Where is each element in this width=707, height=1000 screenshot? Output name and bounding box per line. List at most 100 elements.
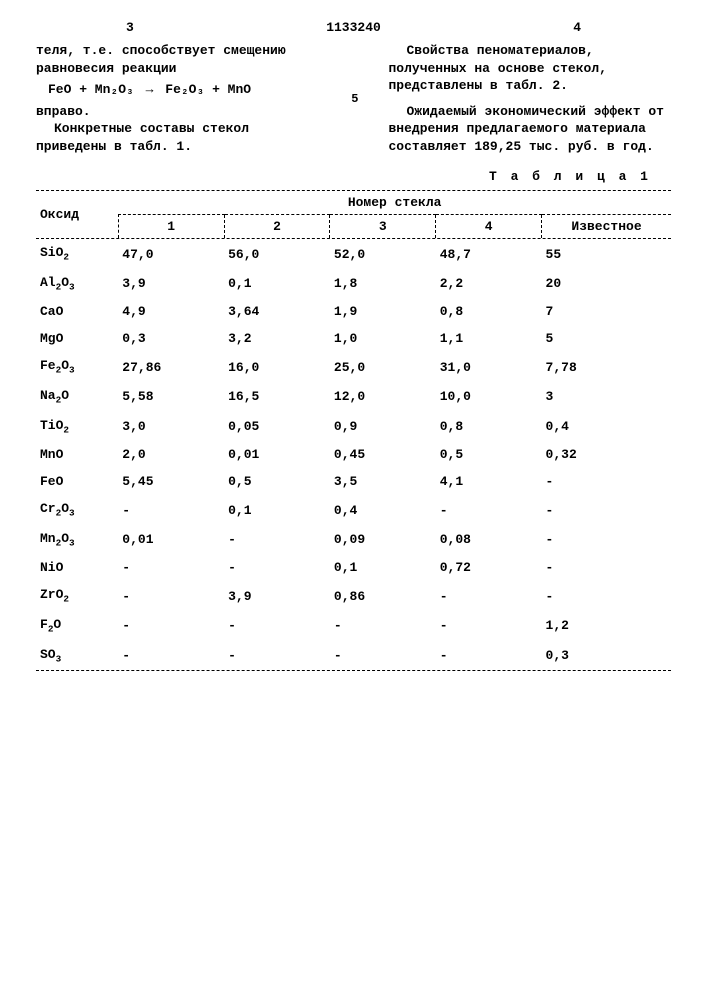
value-cell: 5 [542,325,671,352]
table-body: SiO247,056,052,048,755Al2O33,90,11,82,22… [36,239,671,670]
value-cell: 1,9 [330,298,436,325]
table-row: Al2O33,90,11,82,220 [36,269,671,299]
value-cell: 52,0 [330,239,436,269]
value-cell: 16,0 [224,352,330,382]
value-cell: - [118,611,224,641]
value-cell: 3 [542,382,671,412]
value-cell: - [118,495,224,525]
value-cell: 31,0 [436,352,542,382]
value-cell: 0,9 [330,412,436,442]
value-cell: 3,5 [330,468,436,495]
table-row: TiO23,00,050,90,80,4 [36,412,671,442]
value-cell: 3,0 [118,412,224,442]
formula-left: FeO + Mn₂O₃ [48,82,134,97]
reaction-formula: FeO + Mn₂O₃ → Fe₂O₃ + MnO [48,81,319,99]
table-row: Mn2O30,01-0,090,08- [36,525,671,555]
oxide-cell: ZrO2 [36,581,118,611]
value-cell: 1,1 [436,325,542,352]
header-col-3: 3 [330,215,436,239]
oxide-cell: Fe2O3 [36,352,118,382]
table-row: Fe2O327,8616,025,031,07,78 [36,352,671,382]
table-header-row-1: Оксид Номер стекла [36,191,671,215]
table-row: Cr2O3-0,10,4-- [36,495,671,525]
value-cell: 0,72 [436,554,542,581]
oxide-cell: MgO [36,325,118,352]
table-row: Na2O5,5816,512,010,03 [36,382,671,412]
left-para-3: Конкретные составы стекол приведены в та… [36,120,319,155]
value-cell: 0,5 [224,468,330,495]
value-cell: 0,1 [330,554,436,581]
table-row: CaO4,93,641,90,87 [36,298,671,325]
right-para-1: Свойства пеноматериалов, полученных на о… [389,42,672,95]
header-col-known: Известное [542,215,671,239]
value-cell: 0,8 [436,298,542,325]
formula-right: Fe₂O₃ + MnO [165,82,251,97]
value-cell: 3,2 [224,325,330,352]
value-cell: 1,0 [330,325,436,352]
value-cell: 3,9 [118,269,224,299]
value-cell: 7 [542,298,671,325]
value-cell: 3,64 [224,298,330,325]
text-columns: теля, т.е. способствует смещению равнове… [36,42,671,155]
value-cell: 5,45 [118,468,224,495]
value-cell: 0,4 [330,495,436,525]
value-cell: 2,2 [436,269,542,299]
value-cell: - [542,468,671,495]
page: 3 1133240 4 теля, т.е. способствует смещ… [0,0,707,1000]
value-cell: - [224,525,330,555]
arrow-icon: → [142,81,158,99]
page-number-row: 3 1133240 4 [36,20,671,38]
value-cell: 0,45 [330,441,436,468]
left-para-2: вправо. [36,103,319,121]
value-cell: 55 [542,239,671,269]
value-cell: - [118,641,224,671]
oxide-cell: CaO [36,298,118,325]
value-cell: - [436,581,542,611]
table-1: Оксид Номер стекла 1 2 3 4 Известное SiO… [36,190,671,671]
value-cell: 0,8 [436,412,542,442]
table-header-row-2: 1 2 3 4 Известное [36,215,671,239]
oxide-cell: F2O [36,611,118,641]
table-rule-bottom [36,670,671,671]
value-cell: 0,08 [436,525,542,555]
value-cell: 2,0 [118,441,224,468]
value-cell: - [436,495,542,525]
table-row: MgO0,33,21,01,15 [36,325,671,352]
oxide-cell: Cr2O3 [36,495,118,525]
oxide-cell: SiO2 [36,239,118,269]
value-cell: - [224,611,330,641]
left-para-1: теля, т.е. способствует смещению равнове… [36,42,319,77]
left-column: теля, т.е. способствует смещению равнове… [36,42,319,155]
right-para-2: Ожидаемый экономический эффект от внедре… [389,103,672,156]
header-group-label: Номер стекла [118,191,671,215]
value-cell: 1,8 [330,269,436,299]
value-cell: 25,0 [330,352,436,382]
value-cell: 0,05 [224,412,330,442]
value-cell: - [436,641,542,671]
oxide-cell: Mn2O3 [36,525,118,555]
value-cell: 1,2 [542,611,671,641]
page-number-left: 3 [126,20,134,35]
table-row: FeO5,450,53,54,1- [36,468,671,495]
value-cell: - [542,495,671,525]
right-column: Свойства пеноматериалов, полученных на о… [389,42,672,155]
value-cell: 0,3 [542,641,671,671]
value-cell: 4,1 [436,468,542,495]
value-cell: 0,86 [330,581,436,611]
header-col-4: 4 [436,215,542,239]
value-cell: 56,0 [224,239,330,269]
value-cell: 0,4 [542,412,671,442]
value-cell: 0,1 [224,495,330,525]
value-cell: 27,86 [118,352,224,382]
oxide-cell: Na2O [36,382,118,412]
table-row: F2O----1,2 [36,611,671,641]
value-cell: - [542,581,671,611]
table-row: MnO2,00,010,450,50,32 [36,441,671,468]
value-cell: - [224,641,330,671]
header-col-1: 1 [118,215,224,239]
oxide-cell: NiO [36,554,118,581]
value-cell: - [118,554,224,581]
value-cell: 20 [542,269,671,299]
oxide-cell: Al2O3 [36,269,118,299]
value-cell: 0,3 [118,325,224,352]
